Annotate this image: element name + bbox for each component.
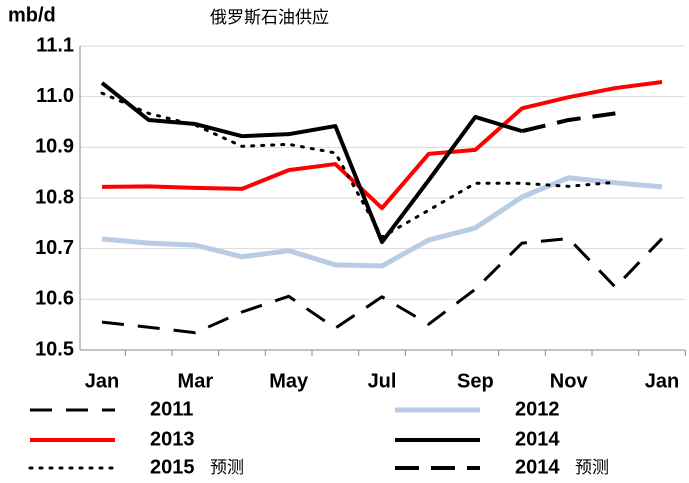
series-line [101,175,663,269]
x-tick-label: Jan [645,370,679,392]
series-line [100,91,617,239]
legend-label: 2012 [515,398,560,420]
y-tick-label: 10.7 [35,237,74,259]
x-tick-label: Jan [85,370,119,392]
y-tick-label: 11.0 [36,85,74,107]
series-line [101,79,663,211]
series-line [100,81,523,245]
series-line [521,111,616,134]
legend-note: 预测 [575,458,609,478]
legend-note: 预测 [210,458,244,478]
y-tick-label: 10.5 [35,338,74,360]
legend-label: 2013 [150,428,195,450]
x-tick-label: Jul [368,370,397,392]
x-tick-label: Nov [550,370,589,392]
y-tick-label: 10.6 [35,288,74,310]
x-tick-label: May [269,370,309,392]
y-axis-label: mb/d [8,4,56,26]
legend-label: 2015 [150,456,195,478]
series-line [101,237,664,335]
legend-label: 2011 [150,398,193,420]
y-tick-label: 11.1 [36,34,74,56]
y-tick-label: 10.9 [35,136,74,158]
x-tick-label: Sep [457,370,494,392]
legend-label: 2014 [515,428,560,450]
y-tick-label: 10.8 [35,186,74,208]
chart-title: 俄罗斯石油供应 [210,8,329,28]
legend-label: 2014 [515,456,560,478]
x-tick-label: Mar [178,370,214,392]
